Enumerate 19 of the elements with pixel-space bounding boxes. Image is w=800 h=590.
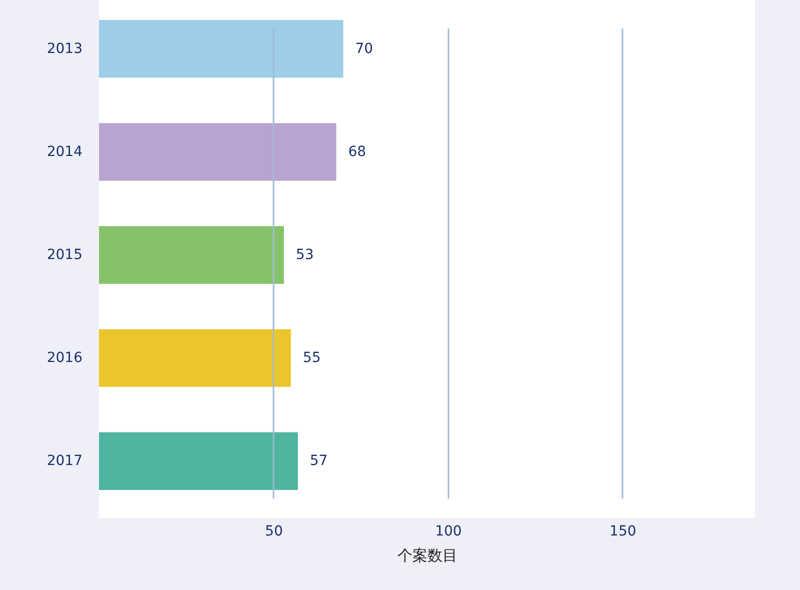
bar xyxy=(99,329,291,387)
x-tick-label: 50 xyxy=(265,524,283,540)
x-tick-label: 100 xyxy=(435,524,462,540)
bar xyxy=(99,20,344,78)
bar xyxy=(99,226,284,284)
y-tick-label: 2014 xyxy=(46,144,83,160)
data-label: 70 xyxy=(355,40,374,57)
x-tick-label: 150 xyxy=(610,524,636,540)
data-label: 55 xyxy=(302,350,321,366)
bar xyxy=(99,123,336,181)
y-tick-label: 2016 xyxy=(46,350,83,366)
x-axis-title: 个案数目 xyxy=(398,546,458,564)
y-tick-label: 2017 xyxy=(46,453,82,470)
y-tick-label: 2015 xyxy=(46,247,82,263)
data-label: 57 xyxy=(310,453,328,470)
data-label: 68 xyxy=(348,144,366,160)
y-tick-label: 2013 xyxy=(46,40,82,57)
data-label: 53 xyxy=(296,247,314,263)
bar xyxy=(99,432,298,490)
